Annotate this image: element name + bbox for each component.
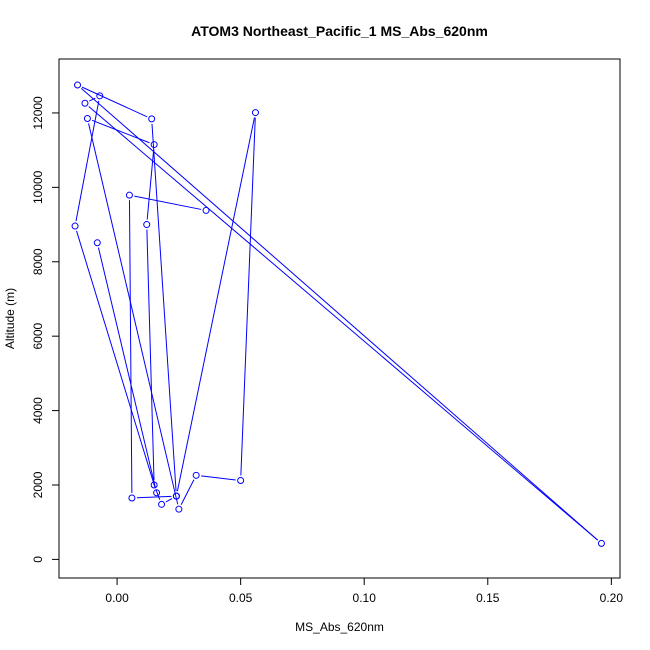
data-point (128, 494, 136, 502)
y-tick-label: 4000 (31, 397, 45, 424)
data-point (175, 505, 183, 513)
y-axis-label: Altitude (m) (3, 288, 17, 349)
series-segment (146, 149, 155, 220)
y-tick-label: 6000 (31, 323, 45, 350)
series-segment (128, 200, 133, 494)
data-point (143, 221, 151, 229)
x-tick-label: 0.00 (105, 591, 129, 605)
series-segment (91, 119, 150, 144)
x-tick-label: 0.10 (353, 591, 377, 605)
data-point (150, 141, 158, 149)
series-segment (136, 495, 172, 499)
x-tick-label: 0.20 (600, 591, 624, 605)
y-tick-label: 10000 (31, 170, 45, 204)
data-point (83, 115, 91, 123)
series-segment (76, 230, 156, 489)
series-points (71, 81, 605, 547)
y-axis: 0 2000 4000 6000 8000 10000 12000 (31, 96, 60, 563)
series-segment (75, 100, 100, 222)
y-tick-label: 8000 (31, 248, 45, 275)
data-point (96, 92, 104, 100)
x-axis-label: MS_Abs_620nm (295, 620, 384, 634)
data-point (597, 539, 605, 547)
series-segment (88, 123, 179, 505)
series-segment (240, 117, 256, 476)
series-segment (146, 229, 155, 481)
data-point (150, 481, 158, 489)
data-point (71, 222, 79, 230)
series-lines (75, 86, 599, 541)
data-point (237, 477, 245, 485)
data-point (251, 109, 259, 117)
series-segment (88, 106, 598, 541)
series-segment (201, 475, 236, 481)
y-tick-label: 2000 (31, 471, 45, 498)
x-tick-label: 0.15 (476, 591, 500, 605)
data-point (202, 206, 210, 214)
series-segment (151, 123, 177, 492)
series-segment (134, 195, 202, 210)
series-segment (81, 86, 148, 118)
series-segment (165, 498, 173, 503)
x-tick-label: 0.05 (229, 591, 253, 605)
y-tick-label: 0 (31, 556, 45, 563)
series-segment (155, 489, 161, 500)
chart-title: ATOM3 Northeast_Pacific_1 MS_Abs_620nm (191, 23, 488, 39)
data-point (192, 471, 200, 479)
data-point (74, 81, 82, 89)
series-segment (89, 97, 96, 102)
data-point (153, 489, 161, 497)
series-segment (176, 117, 255, 492)
data-point (93, 239, 101, 247)
data-point (125, 191, 133, 199)
data-point (172, 492, 180, 500)
series-segment (97, 247, 156, 489)
x-axis: 0.00 0.05 0.10 0.15 0.20 (105, 577, 624, 605)
data-point (81, 99, 89, 107)
series-segment (80, 87, 599, 541)
data-point (148, 115, 156, 123)
series-segment (180, 479, 195, 505)
data-point (158, 500, 166, 508)
y-tick-label: 12000 (31, 96, 45, 130)
